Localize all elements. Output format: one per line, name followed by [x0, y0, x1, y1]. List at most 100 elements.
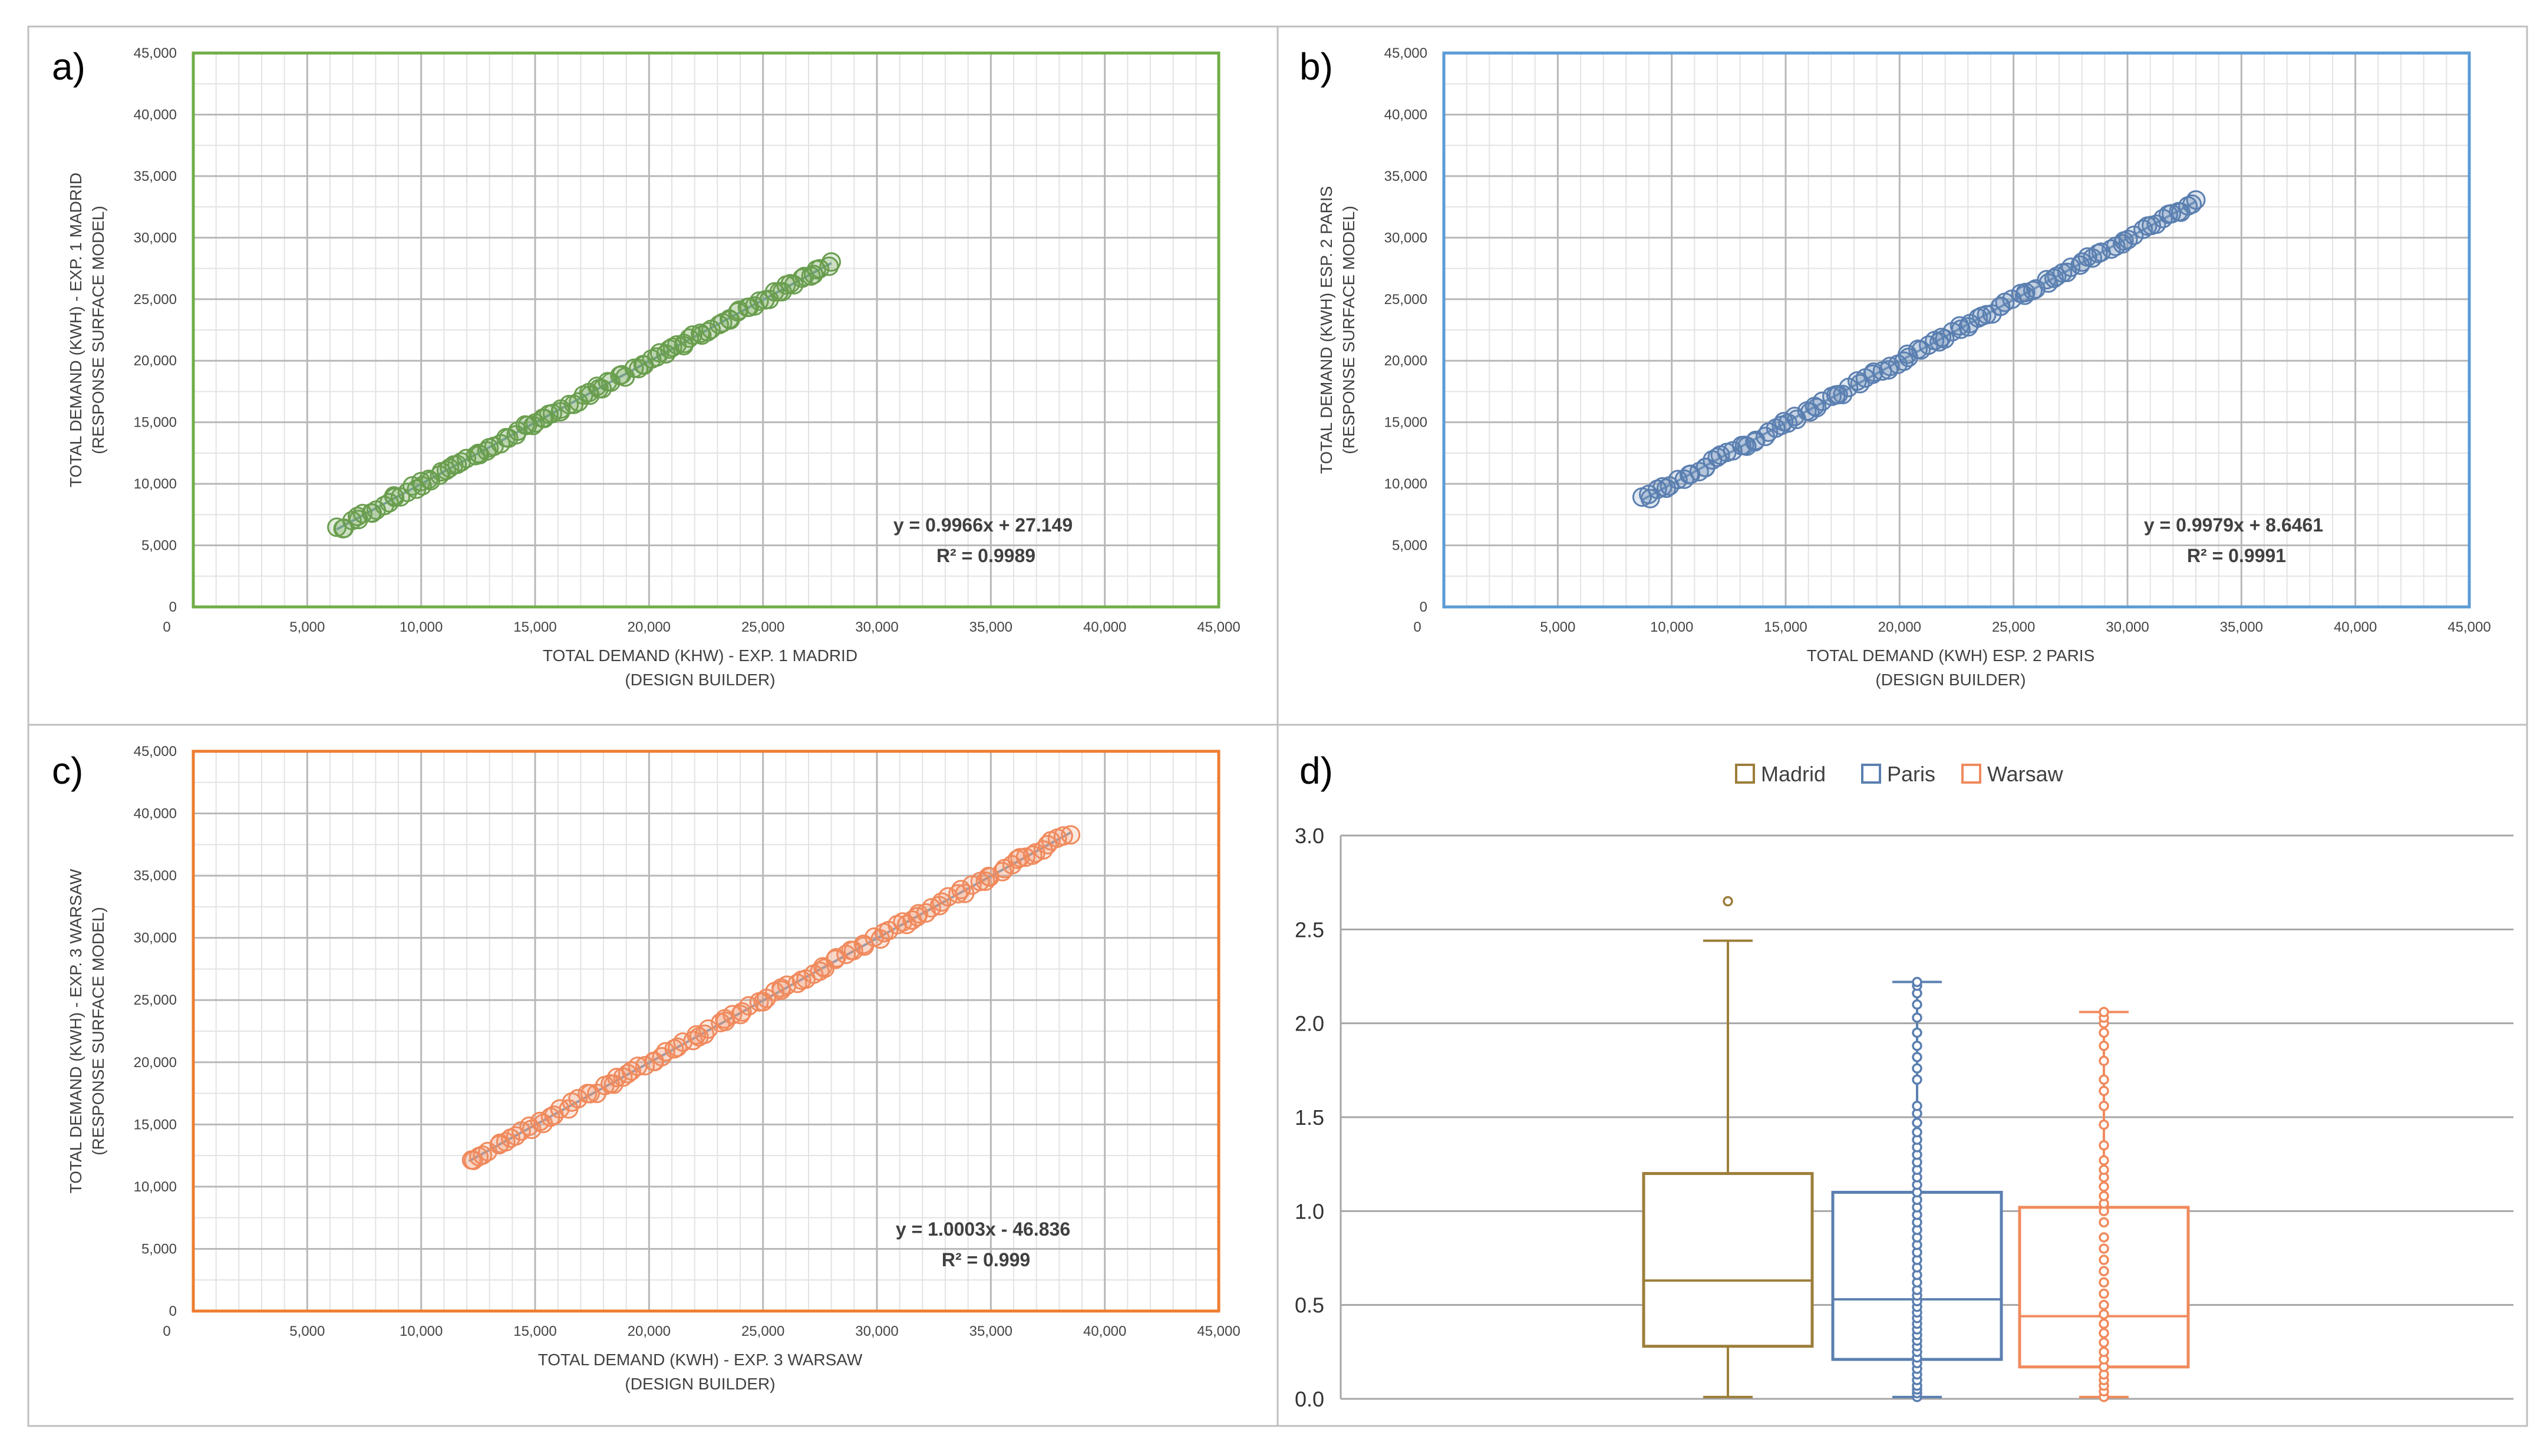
- x-tick-label: 20,000: [628, 619, 671, 635]
- plot-area-frame: [1442, 51, 2471, 609]
- y-tick-label: 45,000: [1384, 45, 1427, 61]
- legend-label: Warsaw: [1987, 762, 2064, 786]
- data-point: [1935, 329, 1955, 349]
- data-point: [580, 1084, 600, 1104]
- x-tick-label: 45,000: [1197, 619, 1240, 635]
- data-point: [2099, 1309, 2109, 1320]
- x-axis-subtitle: (DESIGN BUILDER): [1875, 671, 2026, 689]
- data-point: [843, 940, 863, 960]
- y-tick-label: 0.5: [1295, 1293, 1324, 1318]
- x-tick-label: 35,000: [969, 1323, 1012, 1339]
- data-point: [1022, 845, 1043, 865]
- data-point: [2186, 190, 2206, 210]
- x-axis-subtitle: (DESIGN BUILDER): [625, 671, 775, 689]
- plot-area-frame: [192, 750, 1220, 1313]
- x-tick-label: 25,000: [741, 1323, 784, 1339]
- x-axis-title: TOTAL DEMAND (KWH) ESP. 2 PARIS: [1807, 646, 2095, 665]
- y-tick-label: 30,000: [134, 930, 177, 946]
- y-tick-label: 1.0: [1295, 1199, 1324, 1223]
- x-tick-label: 15,000: [513, 619, 556, 635]
- data-point: [2099, 1254, 2109, 1265]
- data-point: [2099, 1337, 2109, 1348]
- y-tick-label: 15,000: [134, 1117, 177, 1133]
- data-point: [1912, 999, 1922, 1010]
- x-tick-label: 30,000: [855, 619, 898, 635]
- x-tick-label: 0: [163, 619, 170, 635]
- data-point: [2099, 1328, 2109, 1339]
- x-tick-label: 10,000: [400, 1323, 443, 1339]
- y-tick-label: 25,000: [134, 992, 177, 1008]
- data-point: [1912, 1012, 1922, 1023]
- y-tick-label: 40,000: [1384, 107, 1427, 123]
- data-point: [1912, 1127, 1922, 1138]
- scatter-chart-warsaw: c) 0 5,000 10,000 15,000 20,000 25,000 30,000 35…: [52, 744, 1241, 1393]
- y-axis-subtitle: (RESPONSE SURFACE MODEL): [89, 907, 107, 1155]
- x-tick-label: 5,000: [1540, 619, 1575, 635]
- y-tick-label: 25,000: [134, 292, 177, 308]
- trendline-equation: y = 0.9979x + 8.6461: [2144, 514, 2323, 536]
- data-point: [1912, 1074, 1922, 1085]
- data-point: [1912, 1052, 1922, 1062]
- y-tick-label: 45,000: [134, 744, 177, 760]
- panel-label: b): [1299, 45, 1333, 88]
- data-point: [1784, 407, 1805, 427]
- data-point: [1912, 1027, 1922, 1038]
- legend-swatch: [1861, 764, 1881, 784]
- data-point: [2099, 1085, 2109, 1097]
- legend-label: Paris: [1887, 762, 1935, 786]
- y-axis-subtitle: (RESPONSE SURFACE MODEL): [89, 206, 107, 454]
- y-axis-title: TOTAL DEMAND (KWH) - EXP. 3 WARSAW: [67, 869, 85, 1193]
- x-tick-label: 35,000: [969, 619, 1012, 635]
- y-tick-label: 35,000: [134, 868, 177, 884]
- x-tick-label: 40,000: [1083, 619, 1126, 635]
- trendline-equation: y = 1.0003x - 46.836: [896, 1219, 1070, 1240]
- y-tick-label: 40,000: [134, 806, 177, 822]
- y-tick-label: 10,000: [134, 1179, 177, 1195]
- data-point: [2099, 1266, 2109, 1277]
- y-axis-title: TOTAL DEMAND (KWH) - EXP. 1 MADRID: [67, 173, 85, 487]
- y-axis-subtitle: (RESPONSE SURFACE MODEL): [1340, 206, 1358, 454]
- y-tick-label: 10,000: [1384, 476, 1427, 492]
- y-tick-label: 30,000: [1384, 230, 1427, 246]
- data-point: [1912, 1041, 1922, 1051]
- r-squared-label: R² = 0.9989: [936, 545, 1035, 566]
- x-tick-label: 45,000: [2447, 619, 2490, 635]
- y-tick-label: 35,000: [1384, 169, 1427, 184]
- y-tick-label: 3.0: [1295, 824, 1324, 848]
- x-axis-subtitle: (DESIGN BUILDER): [625, 1375, 775, 1393]
- data-point: [1912, 1101, 1922, 1111]
- data-point: [2099, 1191, 2109, 1201]
- x-axis-title: TOTAL DEMAND (KHW) - EXP. 1 MADRID: [543, 646, 857, 665]
- panel-label: d): [1299, 750, 1333, 792]
- data-point: [728, 302, 748, 322]
- x-tick-label: 40,000: [2334, 619, 2377, 635]
- data-point: [519, 1116, 539, 1136]
- data-point: [2099, 1074, 2109, 1085]
- x-tick-label: 0: [1413, 619, 1421, 635]
- y-tick-label: 2.0: [1295, 1012, 1324, 1036]
- data-point: [2099, 1346, 2109, 1358]
- scatter-chart-paris: b) 0 5,000 10,000 15,000 20,000 25,000 30,000 35…: [1299, 45, 2491, 689]
- y-tick-label: 20,000: [134, 353, 177, 369]
- x-tick-label: 30,000: [855, 1323, 898, 1339]
- x-tick-label: 45,000: [1197, 1323, 1240, 1339]
- legend-swatch: [1735, 764, 1755, 784]
- data-point: [2099, 1027, 2109, 1038]
- data-point: [1061, 825, 1081, 845]
- data-point: [2099, 1299, 2109, 1310]
- data-point: [2099, 1140, 2109, 1151]
- y-tick-label: 25,000: [1384, 292, 1427, 308]
- y-tick-label: 5,000: [141, 1241, 177, 1257]
- data-point: [2099, 1041, 2109, 1051]
- y-tick-label: 45,000: [134, 45, 177, 61]
- y-tick-label: 30,000: [134, 230, 177, 246]
- x-tick-label: 10,000: [1650, 619, 1693, 635]
- data-point: [1912, 1117, 1922, 1128]
- legend-swatch: [1961, 764, 1981, 784]
- y-tick-label: 0: [1420, 599, 1427, 615]
- data-point: [2099, 1164, 2109, 1175]
- y-tick-label: 5,000: [141, 538, 177, 554]
- box-madrid: [1642, 1172, 1814, 1348]
- y-tick-label: 2.5: [1295, 917, 1324, 942]
